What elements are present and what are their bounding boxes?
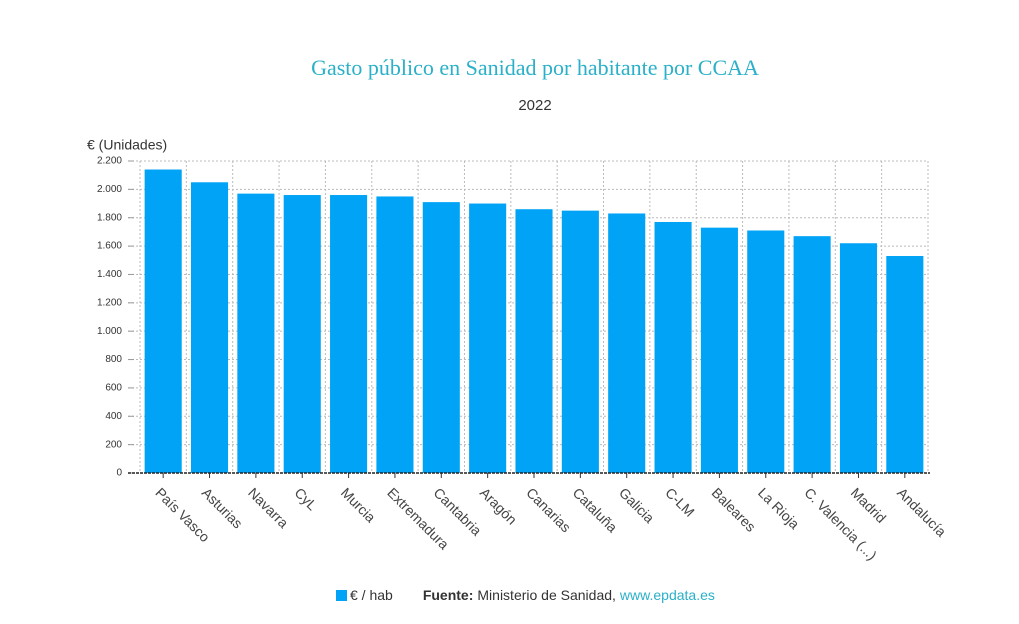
x-tick-label: Murcia — [338, 484, 379, 525]
x-tick-label: C-LM — [662, 484, 698, 520]
y-axis-label: € (Unidades) — [87, 137, 167, 153]
x-tick-label: Navarra — [245, 484, 292, 531]
x-tick-label: Aragón — [477, 484, 520, 527]
bar — [376, 196, 414, 474]
y-tick-label: 1.800 — [97, 212, 122, 223]
bar — [330, 195, 368, 473]
bar — [886, 256, 924, 473]
bar — [793, 236, 831, 473]
bar — [747, 230, 785, 473]
source-link[interactable]: www.epdata.es — [619, 587, 715, 603]
plot-area: 0 200 400 600 800 1.000 1.200 1.400 1.600 1.800 2.… — [97, 156, 950, 564]
bar — [839, 243, 878, 473]
y-tick-label: 1.600 — [97, 241, 122, 252]
bar — [469, 203, 507, 473]
x-tick-label: Asturias — [199, 484, 246, 531]
bar — [515, 209, 553, 473]
y-tick-label: 1.200 — [97, 297, 122, 308]
y-tick-label: 600 — [105, 383, 122, 394]
x-tick-label: Cataluña — [570, 484, 621, 535]
bar — [283, 195, 321, 473]
bar — [561, 210, 599, 474]
x-tick-label: La Rioja — [755, 484, 803, 532]
bar — [608, 213, 646, 474]
x-tick-label: Baleares — [709, 484, 759, 534]
source-line: € / hab Fuente: Ministerio de Sanidad, www.… — [350, 587, 715, 603]
chart-subtitle: 2022 — [518, 97, 551, 114]
y-tick-label: 0 — [116, 468, 122, 479]
legend-label: € / hab — [350, 587, 393, 603]
chart-title: Gasto público en Sanidad por habitante p… — [311, 55, 759, 80]
x-tick-label: Madrid — [848, 484, 890, 526]
y-tick-label: 400 — [105, 411, 122, 422]
source-label: Fuente: — [423, 587, 474, 603]
bar — [654, 221, 692, 473]
source: Ministerio de Sanidad, — [477, 587, 616, 603]
bar — [422, 202, 460, 474]
y-tick-label: 800 — [105, 354, 122, 365]
bar — [190, 182, 229, 474]
bar — [700, 227, 738, 473]
y-tick-label: 1.000 — [97, 326, 122, 337]
y-tick-label: 200 — [105, 439, 122, 450]
x-tick-label: Galicia — [616, 484, 658, 526]
x-tick-label: Andalucía — [894, 484, 949, 539]
y-tick-label: 1.400 — [97, 269, 122, 280]
y-tick-label: 2.000 — [97, 184, 122, 195]
bar — [144, 169, 182, 473]
legend-swatch — [336, 590, 347, 601]
x-tick-label: CyL — [291, 484, 320, 513]
x-tick-label: Canarias — [523, 484, 574, 535]
bar — [237, 193, 275, 474]
y-tick-label: 2.200 — [97, 156, 122, 167]
